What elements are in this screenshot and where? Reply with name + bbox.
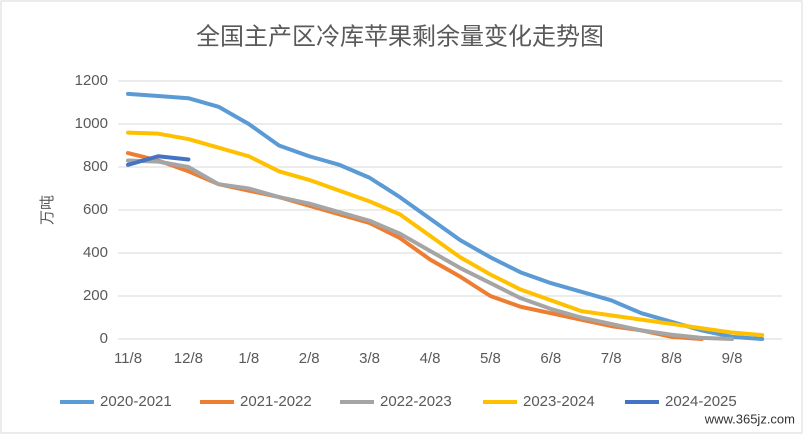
x-tick-label: 7/8 <box>601 350 622 367</box>
watermark: www.365jz.com <box>704 411 795 426</box>
legend-label: 2020-2021 <box>100 393 172 410</box>
x-tick-label: 3/8 <box>359 350 380 367</box>
x-tick-label: 5/8 <box>480 350 501 367</box>
x-tick-label: 12/8 <box>174 350 203 367</box>
y-tick-label: 0 <box>100 330 108 347</box>
y-tick-label: 600 <box>83 201 108 218</box>
y-tick-label: 1000 <box>75 115 108 132</box>
x-tick-label: 11/8 <box>114 350 142 367</box>
series-line <box>126 158 734 341</box>
x-tick-label: 8/8 <box>661 350 682 367</box>
y-tick-label: 800 <box>83 158 108 175</box>
series-line <box>126 130 765 338</box>
legend-label: 2023-2024 <box>523 393 595 410</box>
x-tick-label: 1/8 <box>238 350 259 367</box>
y-tick-label: 400 <box>83 244 108 261</box>
y-tick-label: 200 <box>83 287 108 304</box>
series-line <box>126 154 191 167</box>
legend-label: 2024-2025 <box>665 393 737 410</box>
x-tick-label: 6/8 <box>540 350 561 367</box>
x-tick-label: 9/8 <box>722 350 743 367</box>
legend-label: 2022-2023 <box>380 393 452 410</box>
x-tick-label: 2/8 <box>299 350 320 367</box>
chart-title: 全国主产区冷库苹果剩余量变化走势图 <box>196 23 604 50</box>
series-line <box>126 91 765 341</box>
y-tick-label: 1200 <box>75 72 108 89</box>
legend-label: 2021-2022 <box>240 393 312 410</box>
y-axis-label: 万吨 <box>39 195 56 225</box>
x-tick-label: 4/8 <box>420 350 441 367</box>
